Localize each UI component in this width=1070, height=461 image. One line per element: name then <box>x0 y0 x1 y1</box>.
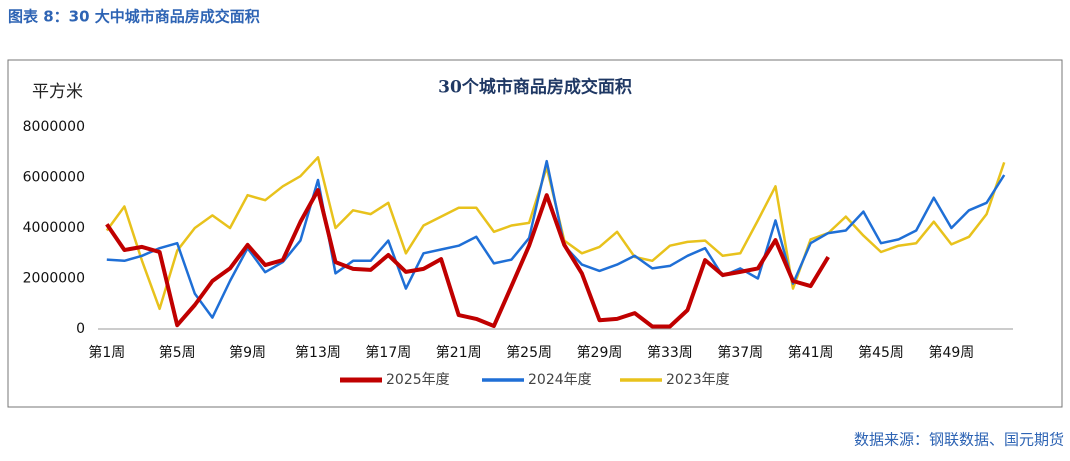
series-line <box>106 159 1006 319</box>
legend-label: 2025年度 <box>386 372 450 388</box>
x-tick-label: 第49周 <box>928 344 974 361</box>
header: 图表 8：30 大中城市商品房成交面积 <box>8 8 260 26</box>
x-tick-label: 第41周 <box>788 344 834 361</box>
y-axis-label: 平方米 <box>32 82 83 102</box>
x-tick-label: 第5周 <box>159 344 196 361</box>
series-line <box>105 188 830 329</box>
x-tick-label: 第9周 <box>229 344 266 361</box>
x-tick-label: 第29周 <box>577 344 623 361</box>
y-tick-label: 6000000 <box>23 170 85 186</box>
series-line <box>105 156 1006 311</box>
x-tick-label: 第17周 <box>365 344 411 361</box>
x-tick-label: 第45周 <box>858 344 904 361</box>
x-tick-label: 第25周 <box>506 344 552 361</box>
legend-label: 2024年度 <box>528 372 592 388</box>
y-tick-label: 8000000 <box>23 119 85 135</box>
chart-title: 30个城市商品房成交面积 <box>438 77 632 98</box>
y-tick-label: 0 <box>76 321 85 337</box>
source: 数据来源：钢联数据、国元期货 <box>854 431 1064 449</box>
frame <box>7 59 1063 408</box>
x-tick-label: 第37周 <box>717 344 763 361</box>
x-tick-label: 第1周 <box>88 344 125 361</box>
legend-label: 2023年度 <box>666 372 730 388</box>
x-tick-label: 第33周 <box>647 344 693 361</box>
y-tick-label: 2000000 <box>23 271 85 287</box>
x-tick-label: 第21周 <box>436 344 482 361</box>
y-tick-label: 4000000 <box>23 220 85 236</box>
x-tick-label: 第13周 <box>295 344 341 361</box>
